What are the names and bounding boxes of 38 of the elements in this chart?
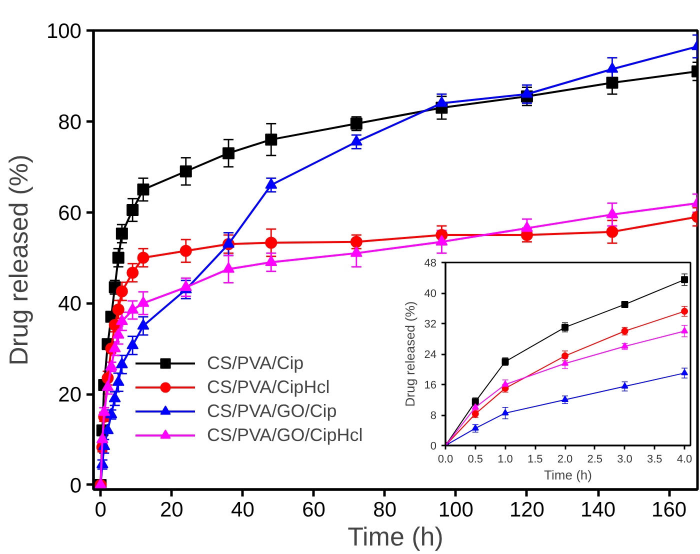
y-tick-label: 80 — [58, 110, 82, 134]
legend-label: CS/PVA/Cip — [207, 352, 304, 374]
y-tick-label: 0 — [430, 440, 437, 452]
x-tick-label: 2.5 — [587, 454, 603, 466]
x-axis-title: Time (h) — [348, 522, 444, 552]
x-tick-label: 140 — [580, 498, 616, 522]
y-axis-title: Drug released (%) — [3, 154, 34, 366]
x-tick-label: 1.0 — [498, 454, 513, 466]
legend-label: CS/PVA/GO/Cip — [207, 400, 337, 422]
y-tick-label: 48 — [424, 258, 437, 270]
x-tick-label: 80 — [373, 498, 397, 522]
y-tick-label: 0 — [70, 474, 82, 498]
y-tick-label: 40 — [424, 288, 437, 300]
x-tick-label: 3.5 — [647, 454, 662, 466]
x-tick-label: 0 — [94, 498, 106, 522]
y-tick-label: 8 — [430, 410, 437, 422]
legend-label: CS/PVA/GO/CipHcl — [207, 424, 363, 446]
x-tick-label: 120 — [509, 498, 544, 522]
y-axis-title: Drug released (%) — [402, 301, 418, 407]
x-tick-label: 4.0 — [676, 454, 692, 466]
x-tick-label: 160 — [652, 498, 687, 522]
x-tick-label: 3.0 — [617, 454, 632, 466]
x-tick-label: 40 — [231, 498, 254, 522]
y-tick-label: 20 — [58, 384, 82, 407]
x-axis-title: Time (h) — [544, 468, 592, 482]
y-tick-label: 24 — [424, 349, 437, 361]
y-tick-label: 100 — [46, 20, 82, 43]
y-tick-label: 40 — [58, 292, 82, 316]
x-tick-label: 20 — [160, 498, 184, 522]
x-tick-label: 2.0 — [557, 454, 573, 466]
x-tick-label: 0.5 — [468, 454, 484, 466]
y-tick-label: 16 — [424, 380, 437, 392]
x-tick-label: 1.5 — [527, 454, 543, 466]
x-tick-label: 0.0 — [438, 454, 454, 466]
x-tick-label: 60 — [302, 498, 326, 522]
y-tick-label: 60 — [58, 202, 82, 225]
legend-label: CS/PVA/CipHcl — [207, 376, 330, 398]
y-tick-label: 32 — [424, 318, 437, 330]
